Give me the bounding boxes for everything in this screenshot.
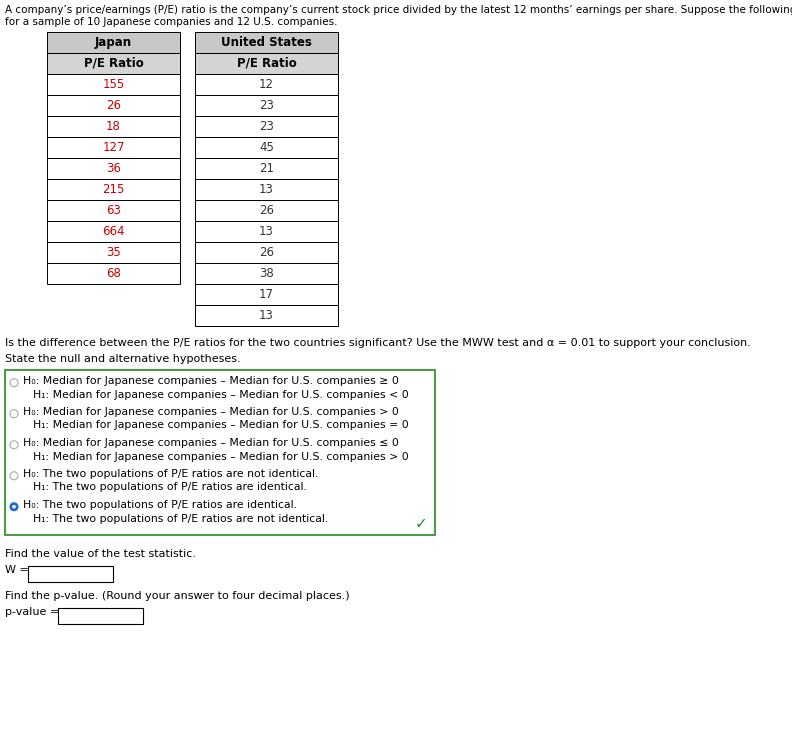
Circle shape — [10, 503, 18, 511]
Text: H₀: Median for Japanese companies – Median for U.S. companies > 0: H₀: Median for Japanese companies – Medi… — [23, 407, 399, 417]
Text: 68: 68 — [106, 267, 121, 280]
Text: p-value =: p-value = — [5, 607, 59, 617]
Bar — [195, 305, 338, 326]
Text: 664: 664 — [102, 225, 125, 238]
Text: H₀: Median for Japanese companies – Median for U.S. companies ≤ 0: H₀: Median for Japanese companies – Medi… — [23, 438, 399, 448]
Bar — [47, 158, 180, 179]
Text: State the null and alternative hypotheses.: State the null and alternative hypothese… — [5, 354, 241, 364]
Bar — [195, 53, 338, 74]
Bar — [195, 221, 338, 242]
Text: W =: W = — [5, 565, 29, 575]
Text: 23: 23 — [259, 120, 274, 133]
Text: 155: 155 — [102, 78, 124, 91]
Bar — [47, 137, 180, 158]
Text: United States: United States — [221, 36, 312, 49]
Text: H₁: The two populations of P/E ratios are identical.: H₁: The two populations of P/E ratios ar… — [33, 482, 307, 493]
Bar — [47, 200, 180, 221]
Bar — [5, 370, 435, 535]
Bar — [47, 221, 180, 242]
Text: 45: 45 — [259, 141, 274, 154]
Bar — [47, 179, 180, 200]
Text: 21: 21 — [259, 162, 274, 175]
Text: 13: 13 — [259, 183, 274, 196]
Text: 26: 26 — [259, 204, 274, 217]
Text: 23: 23 — [259, 99, 274, 112]
Text: 63: 63 — [106, 204, 121, 217]
Bar — [195, 116, 338, 137]
Bar — [195, 200, 338, 221]
Text: Find the p-value. (Round your answer to four decimal places.): Find the p-value. (Round your answer to … — [5, 591, 349, 601]
Text: H₀: Median for Japanese companies – Median for U.S. companies ≥ 0: H₀: Median for Japanese companies – Medi… — [23, 376, 399, 386]
Bar — [47, 74, 180, 95]
Bar — [195, 242, 338, 263]
Text: 13: 13 — [259, 309, 274, 322]
Bar — [47, 32, 180, 53]
Circle shape — [12, 505, 16, 509]
Text: H₀: The two populations of P/E ratios are identical.: H₀: The two populations of P/E ratios ar… — [23, 500, 297, 510]
Bar — [195, 179, 338, 200]
Bar — [47, 116, 180, 137]
Bar — [47, 263, 180, 284]
Text: 26: 26 — [259, 246, 274, 259]
Text: 127: 127 — [102, 141, 125, 154]
Bar — [58, 608, 143, 624]
Bar — [47, 95, 180, 116]
Circle shape — [10, 410, 18, 418]
Text: 215: 215 — [102, 183, 124, 196]
Text: 38: 38 — [259, 267, 274, 280]
Text: P/E Ratio: P/E Ratio — [84, 57, 143, 70]
Text: P/E Ratio: P/E Ratio — [237, 57, 296, 70]
Text: 17: 17 — [259, 288, 274, 301]
Circle shape — [10, 440, 18, 449]
Bar — [28, 566, 113, 582]
Text: 35: 35 — [106, 246, 121, 259]
Circle shape — [10, 379, 18, 386]
Text: for a sample of 10 Japanese companies and 12 U.S. companies.: for a sample of 10 Japanese companies an… — [5, 17, 337, 27]
Bar — [195, 74, 338, 95]
Text: 36: 36 — [106, 162, 121, 175]
Bar — [47, 53, 180, 74]
Bar — [195, 284, 338, 305]
Text: 13: 13 — [259, 225, 274, 238]
Bar — [195, 137, 338, 158]
Text: Japan: Japan — [95, 36, 132, 49]
Text: 12: 12 — [259, 78, 274, 91]
Bar — [195, 32, 338, 53]
Text: H₁: Median for Japanese companies – Median for U.S. companies < 0: H₁: Median for Japanese companies – Medi… — [33, 389, 409, 399]
Circle shape — [10, 472, 18, 480]
Text: 18: 18 — [106, 120, 121, 133]
Text: Find the value of the test statistic.: Find the value of the test statistic. — [5, 549, 196, 559]
Text: H₁: Median for Japanese companies – Median for U.S. companies > 0: H₁: Median for Japanese companies – Medi… — [33, 452, 409, 461]
Bar — [195, 263, 338, 284]
Text: H₁: The two populations of P/E ratios are not identical.: H₁: The two populations of P/E ratios ar… — [33, 514, 328, 524]
Bar — [195, 158, 338, 179]
Text: 26: 26 — [106, 99, 121, 112]
Text: A company’s price/earnings (P/E) ratio is the company’s current stock price divi: A company’s price/earnings (P/E) ratio i… — [5, 5, 792, 15]
Bar — [47, 242, 180, 263]
Text: H₀: The two populations of P/E ratios are not identical.: H₀: The two populations of P/E ratios ar… — [23, 469, 318, 479]
Text: ✓: ✓ — [414, 516, 427, 531]
Text: Is the difference between the P/E ratios for the two countries significant? Use : Is the difference between the P/E ratios… — [5, 338, 751, 348]
Bar — [195, 95, 338, 116]
Text: H₁: Median for Japanese companies – Median for U.S. companies = 0: H₁: Median for Japanese companies – Medi… — [33, 420, 409, 431]
